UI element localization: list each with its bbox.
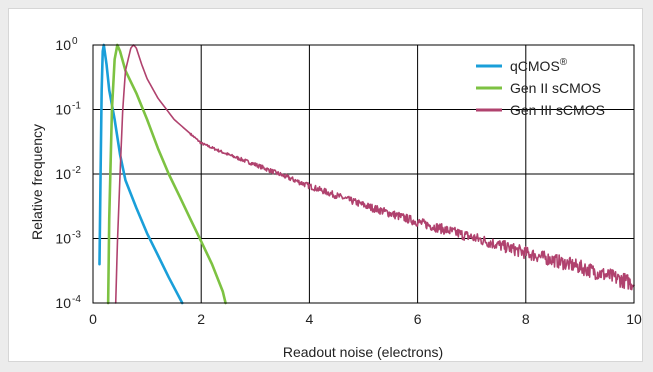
y-tick-exponent-1: -1 <box>72 101 81 112</box>
x-tick-labels: 0 2 4 6 8 10 <box>89 311 642 327</box>
series-lines <box>98 43 635 305</box>
y-tick-exponent-2: -2 <box>72 165 81 176</box>
legend-label-2: Gen II sCMOS <box>510 80 601 96</box>
y-tick-label-0: 10 <box>55 37 71 53</box>
x-tick-label-3: 6 <box>414 311 422 327</box>
legend: qCMOS® Gen II sCMOS Gen III sCMOS <box>476 57 605 118</box>
x-tick-label-5: 10 <box>626 311 642 327</box>
series-line-3 <box>114 44 635 304</box>
y-tick-label-3: 10 <box>55 231 71 247</box>
x-tick-label-0: 0 <box>89 311 97 327</box>
y-tick-exponent-4: -4 <box>72 294 81 305</box>
series-line-2 <box>106 43 227 305</box>
y-tick-exponent-0: 0 <box>72 36 78 47</box>
x-tick-label-1: 2 <box>197 311 205 327</box>
x-axis-label: Readout noise (electrons) <box>283 344 443 360</box>
x-tick-label-4: 8 <box>522 311 530 327</box>
y-tick-exponent-3: -3 <box>72 230 81 241</box>
plot-frame <box>92 44 635 304</box>
chart-panel: 0 2 4 6 8 10 10 0 10 -1 10 -2 10 -3 10 -4 qCMOS® Gen II… <box>8 8 643 362</box>
x-tick-label-2: 4 <box>306 311 314 327</box>
legend-label-1: qCMOS® <box>510 57 568 74</box>
y-axis-label: Relative frequency <box>29 124 45 240</box>
legend-label-3: Gen III sCMOS <box>510 102 605 118</box>
y-tick-label-4: 10 <box>55 295 71 311</box>
y-tick-label-2: 10 <box>55 166 71 182</box>
plot-border <box>92 44 635 304</box>
y-tick-label-1: 10 <box>55 102 71 118</box>
series-line-1 <box>98 43 184 305</box>
